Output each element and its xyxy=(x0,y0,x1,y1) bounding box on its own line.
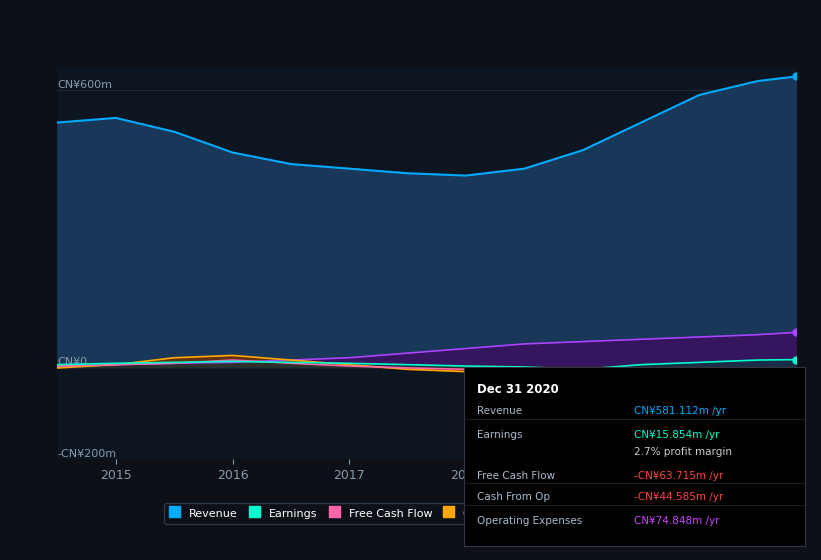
Text: Earnings: Earnings xyxy=(478,430,523,440)
Text: Cash From Op: Cash From Op xyxy=(478,492,551,502)
Text: Operating Expenses: Operating Expenses xyxy=(478,516,583,525)
Text: -CN¥200m: -CN¥200m xyxy=(57,449,117,459)
Text: -CN¥44.585m /yr: -CN¥44.585m /yr xyxy=(635,492,723,502)
Text: CN¥15.854m /yr: CN¥15.854m /yr xyxy=(635,430,720,440)
Legend: Revenue, Earnings, Free Cash Flow, Cash From Op, Operating Expenses: Revenue, Earnings, Free Cash Flow, Cash … xyxy=(163,503,690,524)
Text: CN¥581.112m /yr: CN¥581.112m /yr xyxy=(635,406,727,416)
Text: CN¥600m: CN¥600m xyxy=(57,80,112,90)
Text: Dec 31 2020: Dec 31 2020 xyxy=(478,383,559,396)
Text: Revenue: Revenue xyxy=(478,406,523,416)
Text: Free Cash Flow: Free Cash Flow xyxy=(478,471,556,480)
Text: CN¥0: CN¥0 xyxy=(57,357,88,367)
Text: -CN¥63.715m /yr: -CN¥63.715m /yr xyxy=(635,471,723,480)
Text: 2.7% profit margin: 2.7% profit margin xyxy=(635,447,732,458)
Text: CN¥74.848m /yr: CN¥74.848m /yr xyxy=(635,516,720,525)
